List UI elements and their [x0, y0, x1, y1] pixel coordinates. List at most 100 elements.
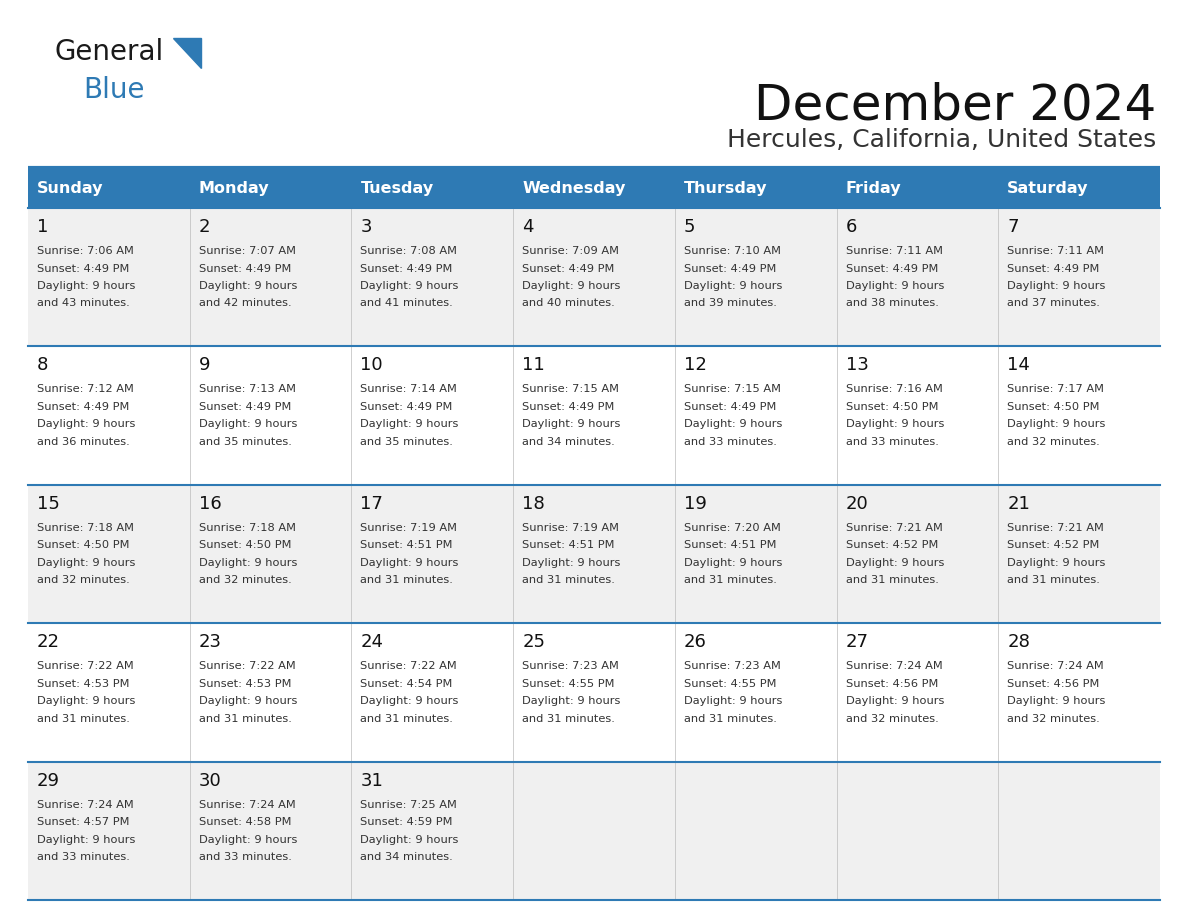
Text: Sunrise: 7:24 AM: Sunrise: 7:24 AM: [1007, 661, 1104, 671]
Bar: [29, 762, 1159, 900]
Text: Sunrise: 7:23 AM: Sunrise: 7:23 AM: [684, 661, 781, 671]
Text: Sunrise: 7:24 AM: Sunrise: 7:24 AM: [198, 800, 296, 810]
Text: Tuesday: Tuesday: [360, 181, 434, 196]
Text: Daylight: 9 hours: Daylight: 9 hours: [684, 696, 782, 706]
Bar: [675, 168, 836, 208]
Text: 14: 14: [1007, 356, 1030, 375]
Text: Daylight: 9 hours: Daylight: 9 hours: [846, 696, 944, 706]
Text: Sunrise: 7:09 AM: Sunrise: 7:09 AM: [523, 246, 619, 256]
Text: and 35 minutes.: and 35 minutes.: [360, 437, 454, 447]
Text: Sunset: 4:58 PM: Sunset: 4:58 PM: [198, 817, 291, 827]
Text: Sunset: 4:49 PM: Sunset: 4:49 PM: [846, 263, 939, 274]
Text: Monday: Monday: [198, 181, 270, 196]
Text: 21: 21: [1007, 495, 1030, 513]
Text: and 41 minutes.: and 41 minutes.: [360, 298, 453, 308]
Text: Sunset: 4:56 PM: Sunset: 4:56 PM: [1007, 678, 1100, 688]
Text: 18: 18: [523, 495, 545, 513]
Text: 26: 26: [684, 633, 707, 651]
Text: Daylight: 9 hours: Daylight: 9 hours: [37, 834, 135, 845]
Text: General: General: [55, 38, 164, 66]
Text: Sunrise: 7:20 AM: Sunrise: 7:20 AM: [684, 522, 781, 532]
Text: 13: 13: [846, 356, 868, 375]
Text: 2: 2: [198, 218, 210, 236]
Text: Sunset: 4:57 PM: Sunset: 4:57 PM: [37, 817, 129, 827]
Text: and 31 minutes.: and 31 minutes.: [846, 576, 939, 586]
Text: Daylight: 9 hours: Daylight: 9 hours: [198, 558, 297, 568]
Text: Daylight: 9 hours: Daylight: 9 hours: [846, 420, 944, 430]
Text: Daylight: 9 hours: Daylight: 9 hours: [684, 558, 782, 568]
Bar: [29, 485, 1159, 623]
Text: 27: 27: [846, 633, 868, 651]
Text: Daylight: 9 hours: Daylight: 9 hours: [37, 281, 135, 291]
Polygon shape: [173, 38, 201, 68]
Bar: [513, 168, 675, 208]
Text: Sunrise: 7:08 AM: Sunrise: 7:08 AM: [360, 246, 457, 256]
Bar: [29, 623, 1159, 762]
Text: and 35 minutes.: and 35 minutes.: [198, 437, 291, 447]
Bar: [29, 208, 1159, 346]
Text: Sunset: 4:50 PM: Sunset: 4:50 PM: [846, 402, 939, 412]
Text: 6: 6: [846, 218, 857, 236]
Text: Sunset: 4:53 PM: Sunset: 4:53 PM: [37, 678, 129, 688]
Text: 4: 4: [523, 218, 533, 236]
Text: and 32 minutes.: and 32 minutes.: [198, 576, 291, 586]
Text: and 31 minutes.: and 31 minutes.: [523, 576, 615, 586]
Text: Sunset: 4:49 PM: Sunset: 4:49 PM: [198, 263, 291, 274]
Text: Sunset: 4:49 PM: Sunset: 4:49 PM: [684, 402, 776, 412]
Text: Sunrise: 7:12 AM: Sunrise: 7:12 AM: [37, 385, 134, 395]
Text: Sunrise: 7:22 AM: Sunrise: 7:22 AM: [198, 661, 296, 671]
Text: Sunrise: 7:10 AM: Sunrise: 7:10 AM: [684, 246, 781, 256]
Text: 17: 17: [360, 495, 384, 513]
Text: and 40 minutes.: and 40 minutes.: [523, 298, 615, 308]
Text: Sunset: 4:59 PM: Sunset: 4:59 PM: [360, 817, 453, 827]
Text: Sunrise: 7:11 AM: Sunrise: 7:11 AM: [1007, 246, 1105, 256]
Text: Sunrise: 7:21 AM: Sunrise: 7:21 AM: [1007, 522, 1104, 532]
Text: 31: 31: [360, 772, 384, 789]
Text: Sunset: 4:56 PM: Sunset: 4:56 PM: [846, 678, 939, 688]
Text: 12: 12: [684, 356, 707, 375]
Text: Sunrise: 7:19 AM: Sunrise: 7:19 AM: [523, 522, 619, 532]
Text: Sunrise: 7:19 AM: Sunrise: 7:19 AM: [360, 522, 457, 532]
Text: Sunrise: 7:25 AM: Sunrise: 7:25 AM: [360, 800, 457, 810]
Text: and 31 minutes.: and 31 minutes.: [684, 713, 777, 723]
Text: Sunrise: 7:13 AM: Sunrise: 7:13 AM: [198, 385, 296, 395]
Text: and 32 minutes.: and 32 minutes.: [846, 713, 939, 723]
Text: Saturday: Saturday: [1007, 181, 1088, 196]
Bar: [998, 168, 1159, 208]
Text: Sunset: 4:49 PM: Sunset: 4:49 PM: [523, 402, 614, 412]
Text: Daylight: 9 hours: Daylight: 9 hours: [1007, 696, 1106, 706]
Text: Sunset: 4:55 PM: Sunset: 4:55 PM: [684, 678, 776, 688]
Text: Sunset: 4:49 PM: Sunset: 4:49 PM: [684, 263, 776, 274]
Text: Sunrise: 7:07 AM: Sunrise: 7:07 AM: [198, 246, 296, 256]
Text: Sunset: 4:49 PM: Sunset: 4:49 PM: [360, 263, 453, 274]
Text: 28: 28: [1007, 633, 1030, 651]
Text: Sunset: 4:49 PM: Sunset: 4:49 PM: [360, 402, 453, 412]
Text: and 31 minutes.: and 31 minutes.: [1007, 576, 1100, 586]
Text: and 31 minutes.: and 31 minutes.: [198, 713, 291, 723]
Text: and 31 minutes.: and 31 minutes.: [523, 713, 615, 723]
Text: Sunset: 4:51 PM: Sunset: 4:51 PM: [684, 541, 776, 550]
Text: Sunrise: 7:18 AM: Sunrise: 7:18 AM: [198, 522, 296, 532]
Text: Sunset: 4:52 PM: Sunset: 4:52 PM: [1007, 541, 1100, 550]
Text: Sunset: 4:49 PM: Sunset: 4:49 PM: [198, 402, 291, 412]
Text: Daylight: 9 hours: Daylight: 9 hours: [360, 834, 459, 845]
Text: Daylight: 9 hours: Daylight: 9 hours: [37, 558, 135, 568]
Text: and 31 minutes.: and 31 minutes.: [360, 713, 454, 723]
Text: Daylight: 9 hours: Daylight: 9 hours: [198, 420, 297, 430]
Text: and 39 minutes.: and 39 minutes.: [684, 298, 777, 308]
Text: Sunrise: 7:24 AM: Sunrise: 7:24 AM: [37, 800, 134, 810]
Text: Daylight: 9 hours: Daylight: 9 hours: [360, 558, 459, 568]
Text: Daylight: 9 hours: Daylight: 9 hours: [360, 420, 459, 430]
Text: Daylight: 9 hours: Daylight: 9 hours: [523, 696, 620, 706]
Text: Daylight: 9 hours: Daylight: 9 hours: [198, 834, 297, 845]
Bar: [29, 168, 190, 208]
Text: Sunset: 4:52 PM: Sunset: 4:52 PM: [846, 541, 939, 550]
Bar: [352, 168, 513, 208]
Text: Daylight: 9 hours: Daylight: 9 hours: [198, 696, 297, 706]
Text: Sunrise: 7:17 AM: Sunrise: 7:17 AM: [1007, 385, 1105, 395]
Text: and 43 minutes.: and 43 minutes.: [37, 298, 129, 308]
Text: Sunset: 4:50 PM: Sunset: 4:50 PM: [1007, 402, 1100, 412]
Text: 16: 16: [198, 495, 221, 513]
Text: 30: 30: [198, 772, 221, 789]
Text: Sunrise: 7:22 AM: Sunrise: 7:22 AM: [360, 661, 457, 671]
